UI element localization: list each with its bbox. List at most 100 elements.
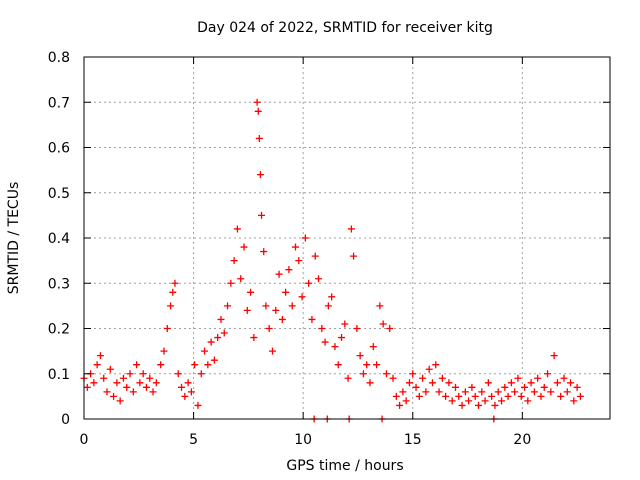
- data-point: [171, 279, 179, 287]
- data-point: [129, 388, 137, 396]
- data-point: [498, 397, 506, 405]
- y-tick-label: 0.2: [48, 322, 70, 338]
- data-point: [106, 365, 114, 373]
- data-point: [275, 270, 283, 278]
- data-point: [262, 302, 270, 310]
- data-point: [465, 397, 473, 405]
- data-point: [507, 379, 515, 387]
- data-point: [139, 370, 147, 378]
- data-point: [119, 374, 127, 382]
- data-point: [419, 374, 427, 382]
- data-point: [181, 392, 189, 400]
- data-point: [514, 374, 522, 382]
- data-point: [194, 401, 202, 409]
- data-point: [253, 98, 261, 106]
- data-point: [178, 383, 186, 391]
- data-point: [256, 171, 264, 179]
- data-point: [93, 361, 101, 369]
- data-point: [321, 338, 329, 346]
- data-point: [207, 338, 215, 346]
- data-point: [110, 392, 118, 400]
- data-point: [298, 293, 306, 301]
- data-point: [547, 388, 555, 396]
- data-point: [363, 361, 371, 369]
- data-point: [445, 379, 453, 387]
- data-point: [366, 379, 374, 387]
- data-point: [425, 365, 433, 373]
- data-point: [167, 302, 175, 310]
- data-point: [217, 315, 225, 323]
- data-point: [540, 383, 548, 391]
- data-point: [359, 370, 367, 378]
- data-point: [491, 401, 499, 409]
- data-point: [405, 379, 413, 387]
- data-point: [382, 370, 390, 378]
- data-point: [220, 329, 228, 337]
- data-point: [442, 392, 450, 400]
- data-point: [517, 392, 525, 400]
- y-tick-label: 0.4: [48, 231, 70, 247]
- data-point: [96, 352, 104, 360]
- data-point: [553, 379, 561, 387]
- data-point: [544, 370, 552, 378]
- x-tick-label: 5: [189, 432, 198, 448]
- y-tick-label: 0.8: [48, 50, 70, 66]
- data-point: [438, 374, 446, 382]
- data-point: [563, 388, 571, 396]
- data-point: [576, 392, 584, 400]
- data-point: [288, 302, 296, 310]
- data-point: [311, 252, 319, 260]
- y-tick-label: 0.3: [48, 276, 70, 292]
- data-point: [305, 279, 313, 287]
- data-point: [103, 388, 111, 396]
- data-point: [396, 401, 404, 409]
- y-tick-label: 0.6: [48, 141, 70, 157]
- data-point: [471, 392, 479, 400]
- data-point: [255, 134, 263, 142]
- data-point: [511, 388, 519, 396]
- data-point: [197, 370, 205, 378]
- data-point: [184, 379, 192, 387]
- data-point: [272, 306, 280, 314]
- data-point: [341, 320, 349, 328]
- data-point: [530, 388, 538, 396]
- data-point: [338, 334, 346, 342]
- data-point: [347, 225, 355, 233]
- data-point: [389, 374, 397, 382]
- data-point: [422, 388, 430, 396]
- chart-title: Day 024 of 2022, SRMTID for receiver kit…: [197, 20, 493, 36]
- y-tick-label: 0.1: [48, 367, 70, 383]
- data-point: [136, 379, 144, 387]
- y-tick-label: 0.5: [48, 186, 70, 202]
- data-point: [570, 397, 578, 405]
- data-point: [386, 325, 394, 332]
- data-point: [435, 388, 443, 396]
- data-point: [142, 383, 150, 391]
- data-point: [133, 361, 141, 369]
- data-point: [240, 243, 248, 251]
- data-point: [344, 374, 352, 382]
- data-point: [415, 392, 423, 400]
- data-point: [550, 352, 558, 360]
- data-point: [285, 266, 293, 274]
- x-tick-label: 20: [513, 432, 531, 448]
- data-point: [412, 383, 420, 391]
- data-point: [448, 397, 456, 405]
- data-point: [392, 392, 400, 400]
- data-point: [90, 379, 98, 387]
- data-point: [160, 347, 168, 355]
- data-point: [227, 279, 235, 287]
- x-tick-label: 15: [404, 432, 422, 448]
- y-axis-title: SRMTID / TECUs: [6, 182, 22, 295]
- data-point: [308, 315, 316, 323]
- data-point: [260, 248, 268, 256]
- data-point: [376, 302, 384, 310]
- data-point: [428, 379, 436, 387]
- data-point: [291, 243, 299, 251]
- data-point: [521, 383, 529, 391]
- data-point: [501, 383, 509, 391]
- data-point: [478, 388, 486, 396]
- data-point: [451, 383, 459, 391]
- data-point: [494, 388, 502, 396]
